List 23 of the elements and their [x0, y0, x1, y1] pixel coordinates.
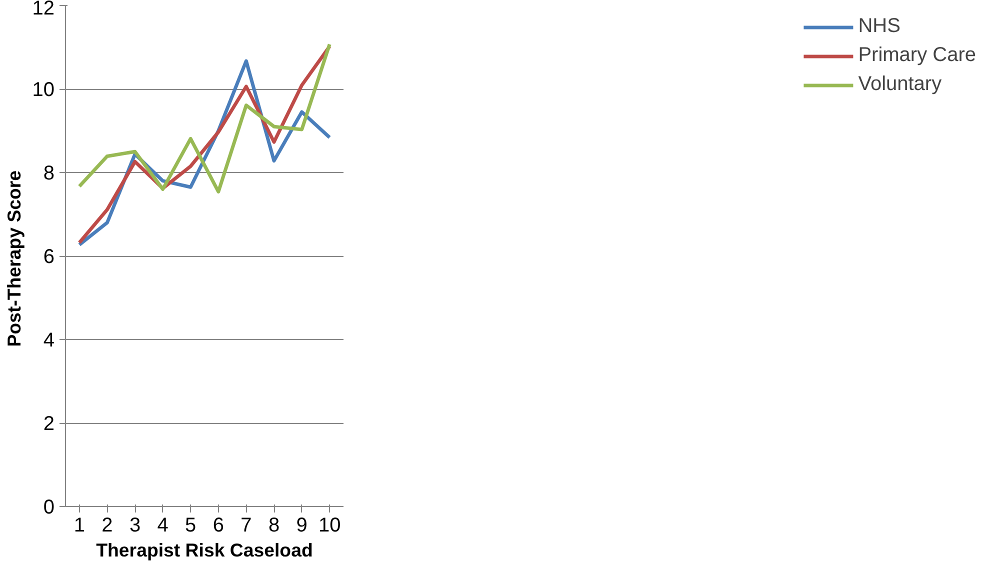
x-tick-label: 4	[157, 514, 168, 536]
x-tick-label: 10	[318, 514, 341, 536]
y-tick-label: 12	[32, 0, 55, 20]
legend-label: Voluntary	[858, 73, 942, 96]
y-tick-label: 2	[43, 413, 54, 435]
y-tick-label: 4	[43, 330, 54, 352]
legend-label: NHS	[858, 15, 900, 38]
x-tick-label: 2	[102, 514, 113, 536]
x-tick-label: 5	[185, 514, 196, 536]
x-tick-label: 7	[240, 514, 252, 536]
x-tick-label: 9	[296, 514, 308, 536]
line-series	[78, 42, 332, 194]
y-axis-title: Post-Therapy Score	[3, 170, 24, 347]
x-tick-label: 1	[74, 514, 85, 536]
y-tick-label: 0	[43, 496, 54, 518]
y-tick-label: 6	[43, 246, 54, 268]
y-tick-label: 8	[43, 162, 54, 184]
x-tick-label: 8	[268, 514, 280, 536]
x-axis-title: Therapist Risk Caseload	[96, 540, 313, 560]
x-tick-label: 3	[129, 514, 141, 536]
x-tick-label: 6	[212, 514, 224, 536]
y-tick-label: 10	[32, 79, 55, 101]
legend-label: Primary Care	[858, 44, 976, 67]
